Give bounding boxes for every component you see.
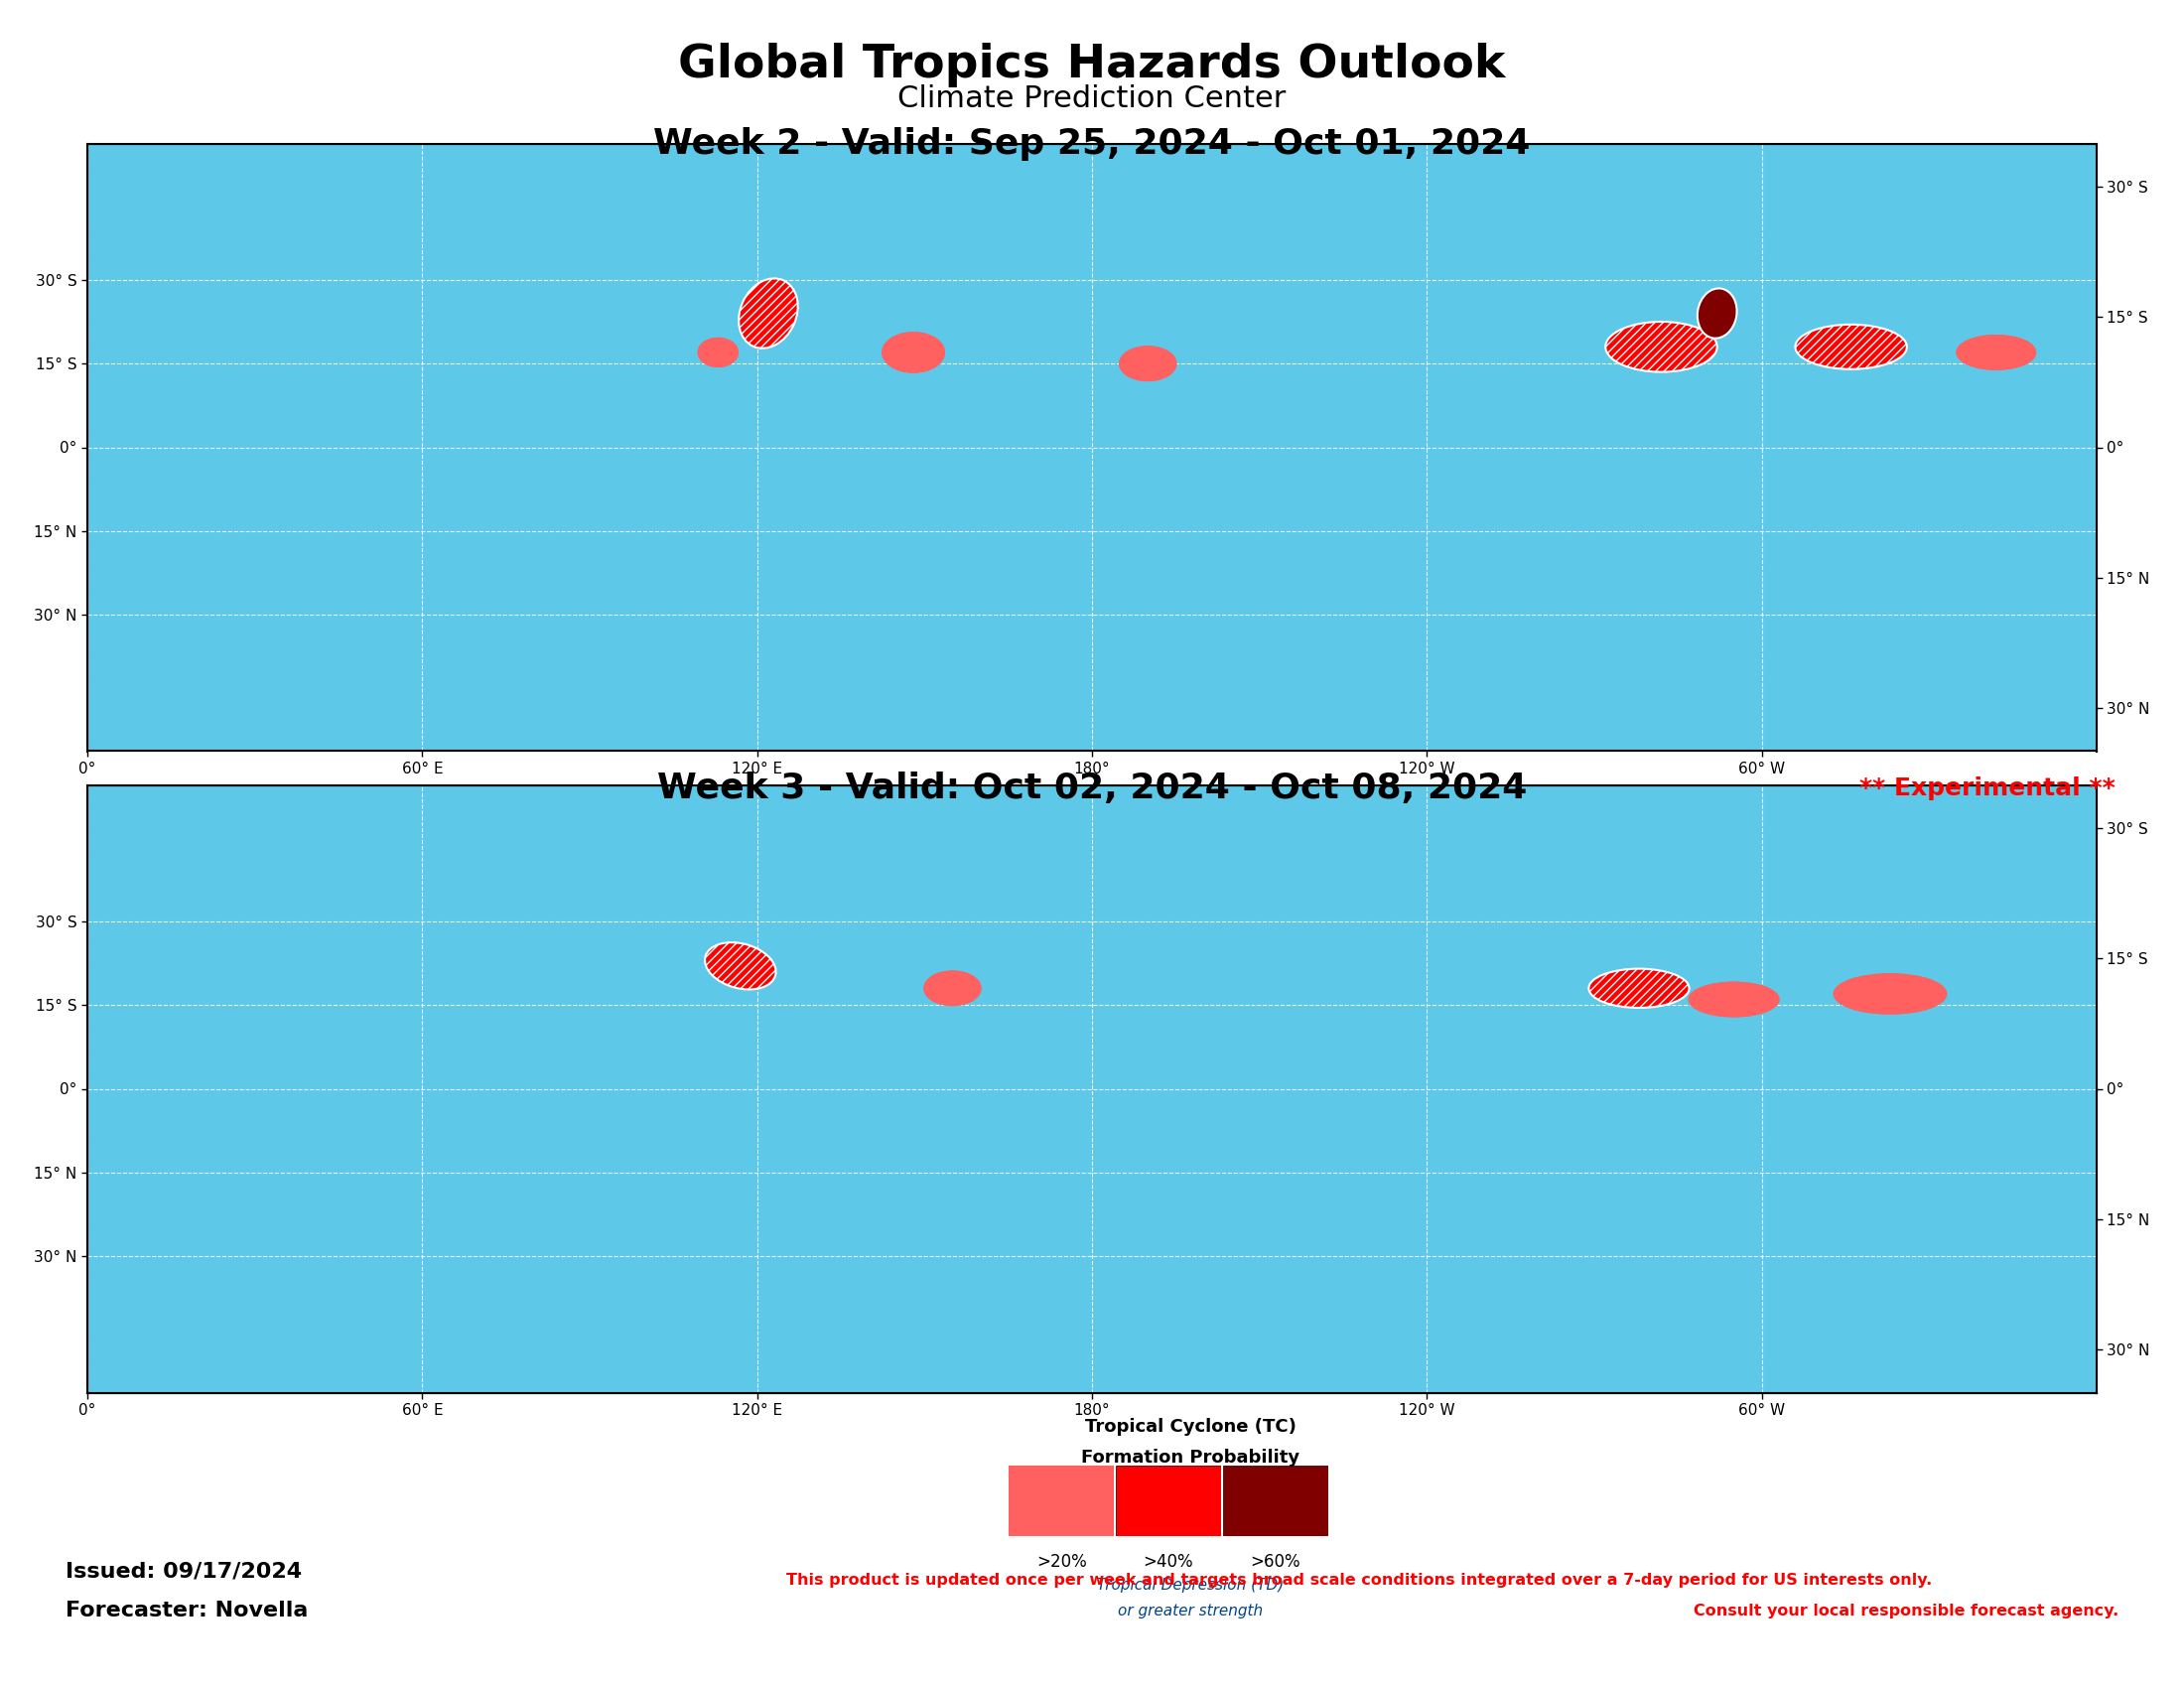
Ellipse shape [1835,974,1946,1013]
Ellipse shape [1120,346,1175,380]
Text: Tropical Cyclone (TC): Tropical Cyclone (TC) [1085,1418,1295,1436]
Ellipse shape [699,339,738,366]
Ellipse shape [1688,982,1778,1016]
Ellipse shape [924,972,981,1004]
Ellipse shape [1688,982,1778,1016]
Ellipse shape [1957,336,2035,370]
Ellipse shape [1795,324,1907,370]
Ellipse shape [882,333,943,371]
Text: Consult your local responsible forecast agency.: Consult your local responsible forecast … [1693,1604,2118,1619]
Ellipse shape [738,279,797,348]
Ellipse shape [705,942,775,989]
Ellipse shape [924,972,981,1004]
Ellipse shape [1588,969,1688,1008]
Ellipse shape [1120,346,1175,380]
Text: >40%: >40% [1142,1553,1195,1572]
Text: Global Tropics Hazards Outlook: Global Tropics Hazards Outlook [679,42,1505,86]
Text: Week 2 - Valid: Sep 25, 2024 - Oct 01, 2024: Week 2 - Valid: Sep 25, 2024 - Oct 01, 2… [653,127,1531,160]
Text: Forecaster: Novella: Forecaster: Novella [66,1600,308,1620]
Text: >20%: >20% [1035,1553,1088,1572]
Text: Issued: 09/17/2024: Issued: 09/17/2024 [66,1561,301,1582]
Text: >60%: >60% [1249,1553,1302,1572]
Ellipse shape [1605,322,1717,371]
Text: Formation Probability: Formation Probability [1081,1448,1299,1467]
Text: ** Experimental **: ** Experimental ** [1859,776,2116,800]
Text: or greater strength: or greater strength [1118,1604,1262,1619]
Text: This product is updated once per week and targets broad scale conditions integra: This product is updated once per week an… [786,1573,1933,1588]
Ellipse shape [1957,336,2035,370]
Ellipse shape [699,339,738,366]
Text: Climate Prediction Center: Climate Prediction Center [898,84,1286,113]
Ellipse shape [1697,289,1736,338]
Ellipse shape [1835,974,1946,1013]
Text: Tropical Depression (TD): Tropical Depression (TD) [1096,1578,1284,1593]
Text: Week 3 - Valid: Oct 02, 2024 - Oct 08, 2024: Week 3 - Valid: Oct 02, 2024 - Oct 08, 2… [657,771,1527,805]
Ellipse shape [882,333,943,371]
